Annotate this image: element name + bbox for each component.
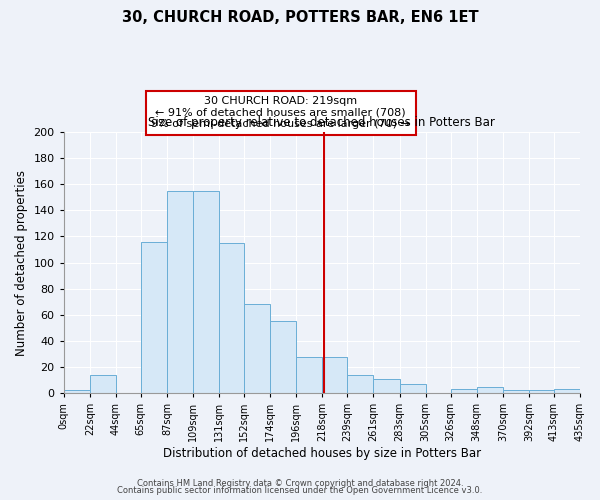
- Bar: [400, 384, 426, 393]
- Bar: [503, 390, 529, 393]
- Text: 30 CHURCH ROAD: 219sqm
← 91% of detached houses are smaller (708)
9% of semi-det: 30 CHURCH ROAD: 219sqm ← 91% of detached…: [151, 96, 410, 130]
- Text: 30, CHURCH ROAD, POTTERS BAR, EN6 1ET: 30, CHURCH ROAD, POTTERS BAR, EN6 1ET: [122, 10, 478, 25]
- Bar: [529, 390, 554, 393]
- Text: Contains public sector information licensed under the Open Government Licence v3: Contains public sector information licen…: [118, 486, 482, 495]
- Bar: [244, 304, 270, 393]
- Bar: [347, 375, 373, 393]
- Bar: [219, 243, 244, 393]
- Bar: [451, 389, 477, 393]
- Bar: [477, 386, 503, 393]
- Bar: [90, 375, 116, 393]
- Bar: [373, 378, 400, 393]
- Title: Size of property relative to detached houses in Potters Bar: Size of property relative to detached ho…: [148, 116, 495, 130]
- Bar: [167, 191, 193, 393]
- Bar: [64, 390, 90, 393]
- Bar: [554, 389, 580, 393]
- Bar: [322, 356, 347, 393]
- Bar: [193, 191, 219, 393]
- Bar: [270, 322, 296, 393]
- Bar: [141, 242, 167, 393]
- X-axis label: Distribution of detached houses by size in Potters Bar: Distribution of detached houses by size …: [163, 447, 481, 460]
- Y-axis label: Number of detached properties: Number of detached properties: [15, 170, 28, 356]
- Text: Contains HM Land Registry data © Crown copyright and database right 2024.: Contains HM Land Registry data © Crown c…: [137, 478, 463, 488]
- Bar: [296, 356, 322, 393]
